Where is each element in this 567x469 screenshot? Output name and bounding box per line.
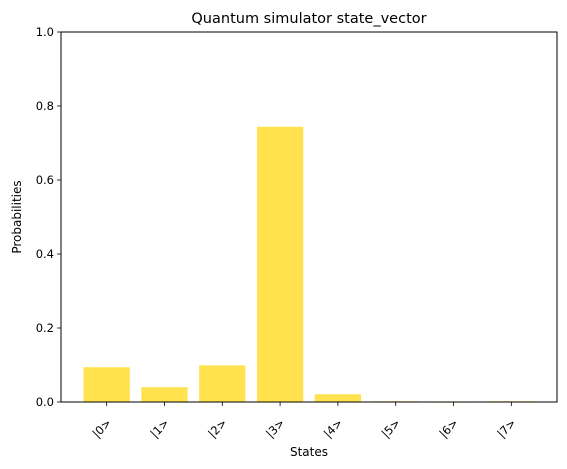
bar-1	[141, 387, 188, 402]
y-tick-label: 0.0	[36, 395, 54, 409]
bars-group	[83, 126, 535, 403]
x-axis-ticks: |0> |1> |2> |3> |4> |5> |6> |7>	[90, 402, 519, 440]
plot-frame	[60, 31, 558, 403]
x-tick-label: |5>	[379, 416, 404, 441]
chart-title: Quantum simulator state_vector	[191, 11, 426, 27]
bar-2	[199, 365, 246, 402]
bar-4	[314, 394, 362, 402]
x-tick-label: |3>	[263, 416, 288, 441]
y-tick-label: 0.4	[36, 247, 54, 261]
bar-0	[83, 367, 130, 402]
x-tick-label: |2>	[205, 416, 230, 441]
y-tick-label: 0.8	[36, 99, 54, 113]
y-tick-label: 0.6	[36, 173, 54, 187]
x-axis-label: States	[290, 445, 328, 459]
x-tick-label: |1>	[147, 416, 172, 441]
x-tick-label: |7>	[494, 416, 519, 441]
y-axis-label: Probabilities	[10, 180, 24, 253]
x-tick-label: |0>	[90, 416, 115, 441]
x-tick-label: |6>	[436, 416, 461, 441]
y-tick-label: 0.2	[36, 321, 54, 335]
y-axis-ticks: 0.0 0.2 0.4 0.6 0.8 1.0	[36, 25, 61, 409]
bar-3	[256, 126, 304, 402]
y-tick-label: 1.0	[36, 25, 54, 39]
x-tick-label: |4>	[321, 416, 346, 441]
